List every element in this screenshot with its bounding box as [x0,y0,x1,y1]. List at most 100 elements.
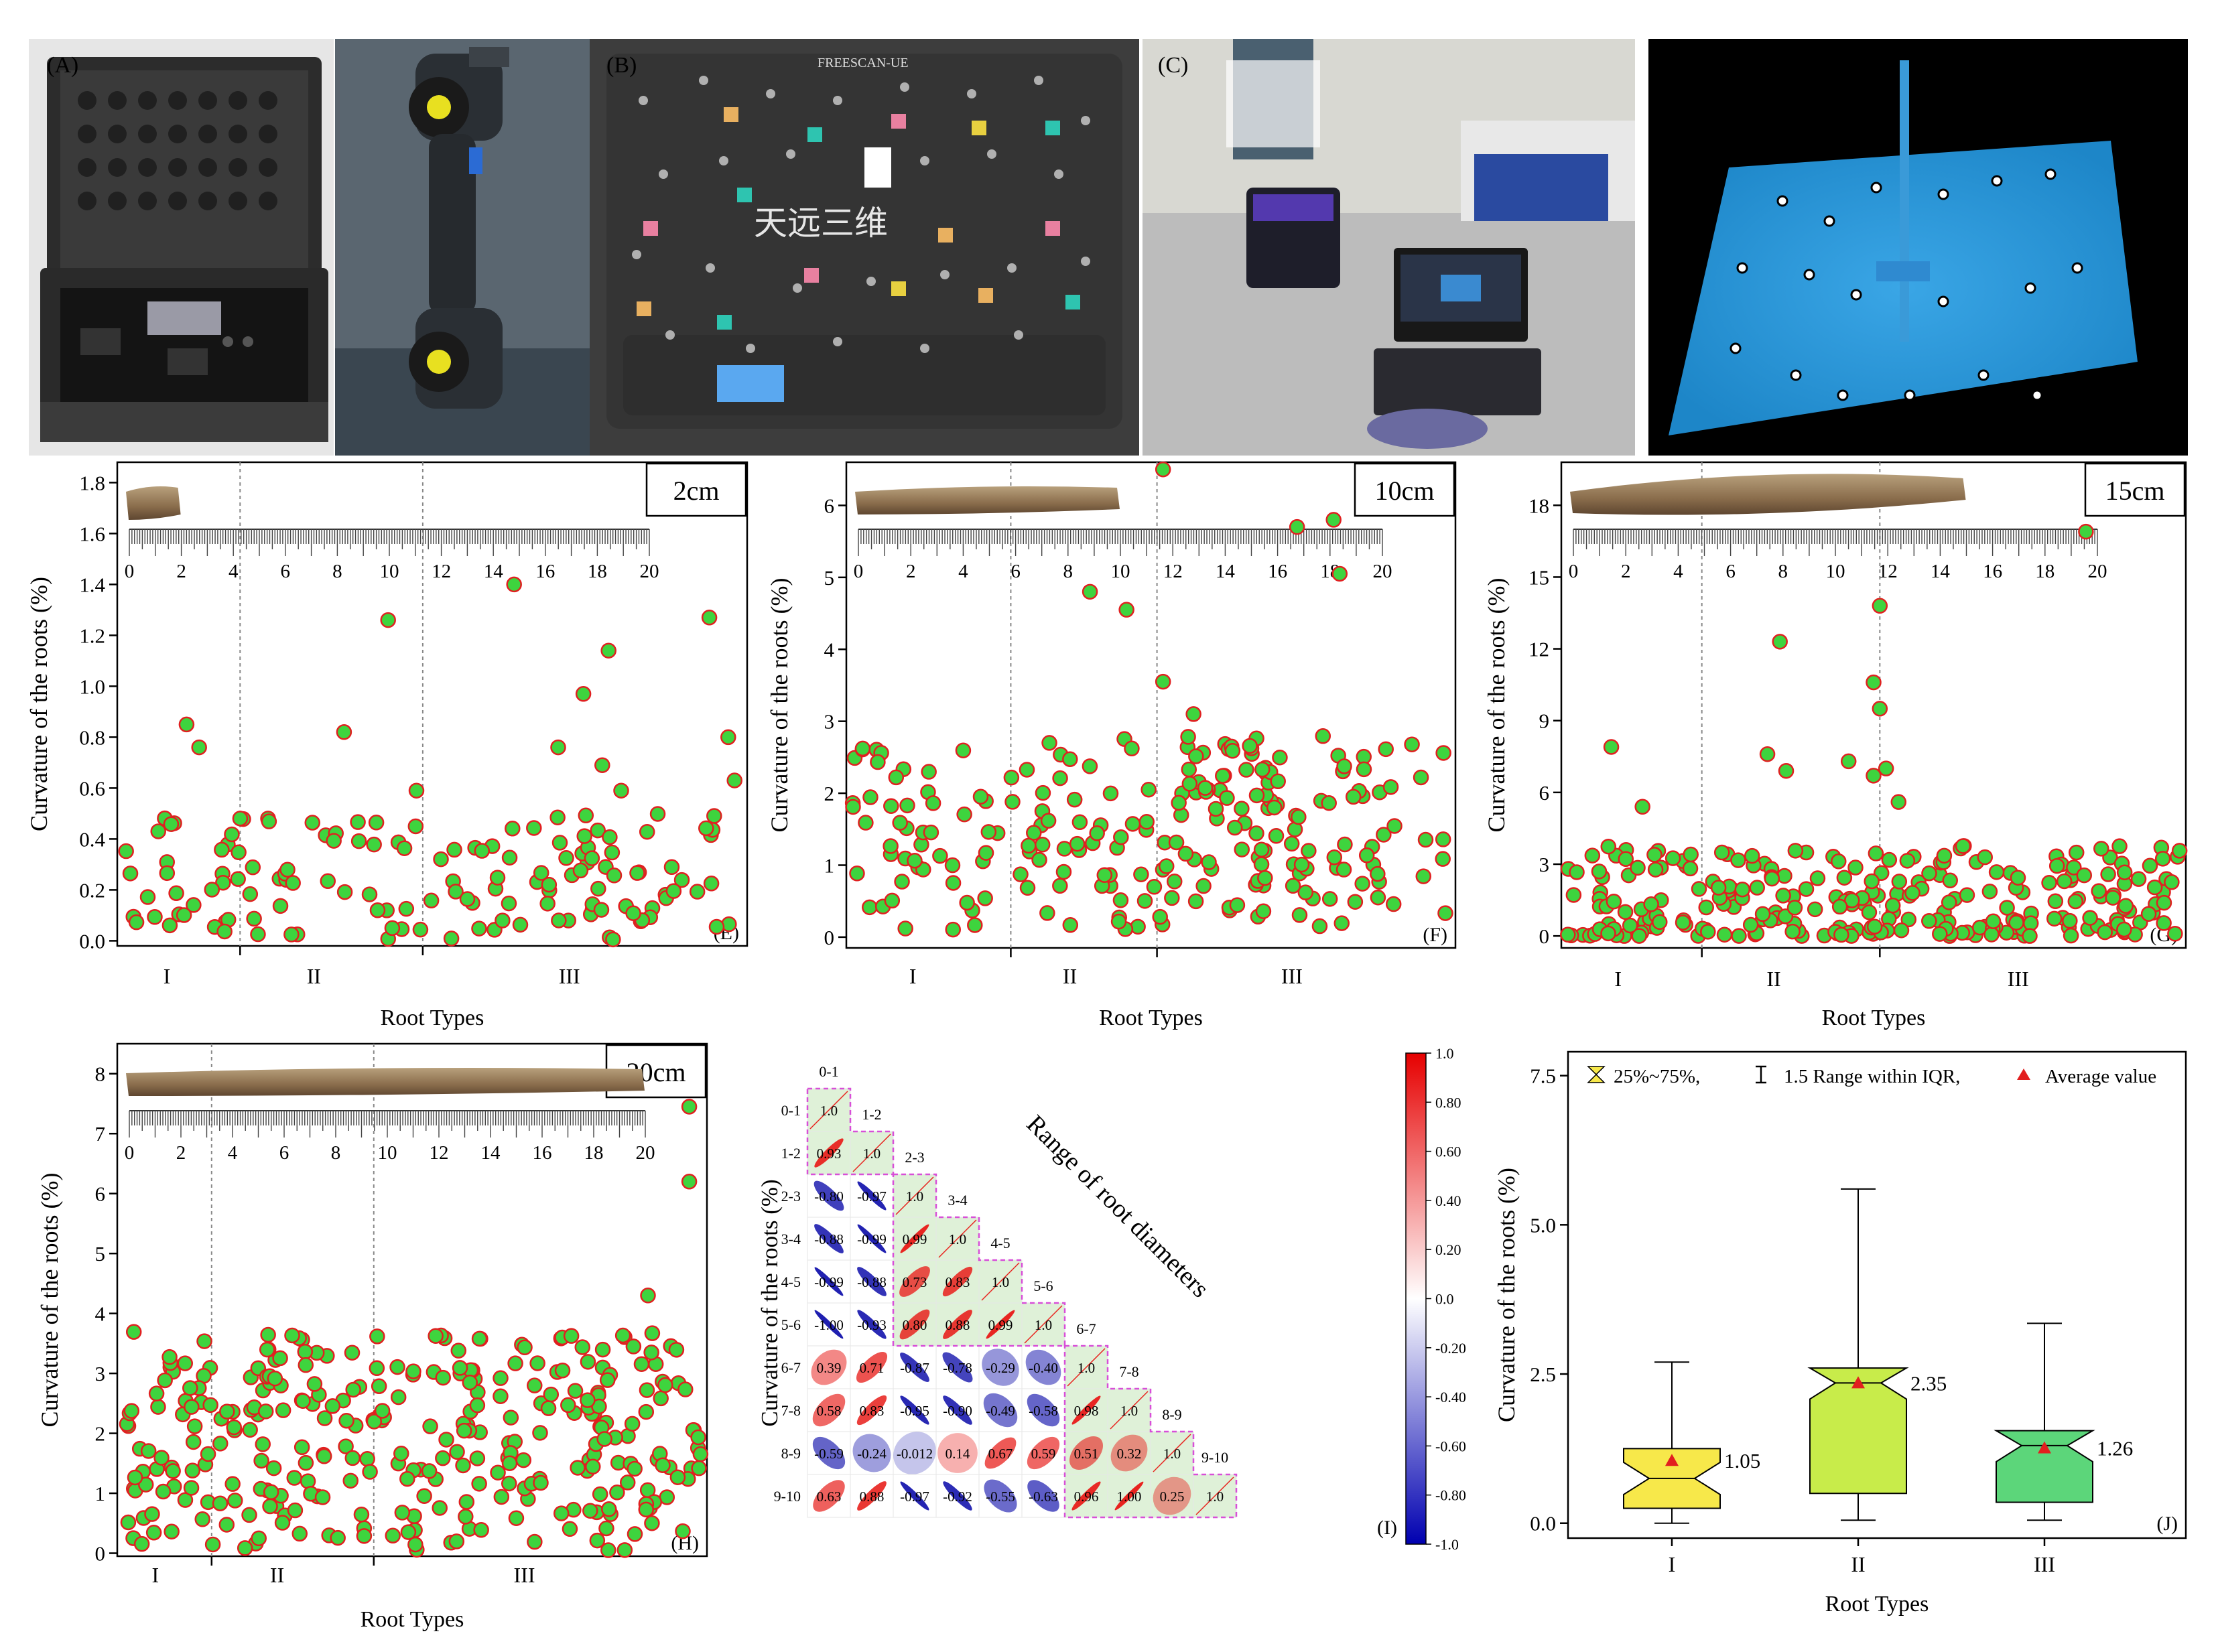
colorbar-tick-label: 0.80 [1435,1094,1461,1111]
scatter-point [980,824,997,840]
scatter-point [1435,831,1451,847]
scatter-point [1138,814,1155,830]
scatter-point [2082,910,2098,926]
photo-A-scanner [335,39,590,456]
scatter-point [955,742,972,758]
scatter-point [1983,926,2000,943]
scatter-point [532,1425,548,1441]
scatter-point [1749,880,1765,896]
scatter-point [1052,770,1068,786]
scatter-point [1617,904,1634,920]
scatter-point [185,1434,202,1450]
scatter-point [698,820,714,837]
scatter-point [1293,856,1310,873]
scatter-point [1831,898,1848,915]
scatter-point [1041,735,1057,751]
scatter-point [407,1536,423,1553]
scatter-point [1809,870,1826,886]
scatter-point [888,769,905,786]
scatter-point [122,866,139,882]
corr-ellipse [1153,1476,1191,1515]
scatter-point [458,1494,475,1510]
scatter-point [1021,837,1037,854]
scatter-point-outlier [701,610,718,626]
scatter-point [1056,841,1073,857]
scatter-point [267,1370,283,1387]
scatter-point [892,815,908,831]
scatter-point [314,1489,331,1505]
scatter-point [1062,917,1079,933]
scatter-point [551,912,567,928]
scatter-point [275,1402,291,1418]
scatter-point [1321,891,1338,907]
row-label: 3-4 [781,1231,801,1247]
scatter-point [601,1501,617,1517]
ruler-number: 10 [378,1142,397,1164]
scatter-point [932,847,948,864]
scatter-point [232,811,249,827]
corr-value: 0.14 [946,1446,970,1462]
box-panel-J: 0.0 2.5 5.0 7.5 Curvature of the roots (%) Ro… [1493,1050,2187,1616]
scatter-point [849,866,865,882]
scatter-point [2022,915,2039,931]
scatter-point [2008,914,2024,931]
diameter-label: 5-6 [1033,1278,1053,1294]
scatter-point [2066,859,2082,876]
length-label: 2cm [673,476,720,506]
scatter-point [1301,843,1317,859]
scatter-point [1315,728,1331,744]
scatter-point [884,892,901,909]
scatter-point [1335,862,1352,878]
scatter-point-outlier [1866,674,1882,691]
scatter-point [338,1413,354,1429]
scatter-point-outlier [1118,602,1134,618]
corr-value: 0.59 [1031,1446,1056,1462]
corr-ellipse [812,1436,846,1470]
scatter-point [1297,884,1314,900]
corr-value: 0.67 [988,1446,1013,1462]
y-tick-label: 7.5 [1530,1064,1556,1088]
scatter-point [361,886,378,902]
scatter-point [342,1472,359,1489]
scatter-point [1378,741,1394,758]
scatter-point [845,799,861,815]
scatter-point [261,813,277,829]
corr-value: 1.0 [992,1274,1009,1290]
scatter-point [1622,917,1638,934]
scatter-point [1140,781,1157,798]
scatter-point [1337,836,1353,853]
legend-mean-icon [2017,1069,2030,1080]
scatter-point [384,920,401,937]
scatter-point [1171,795,1187,811]
scatter-point [184,1399,200,1415]
scatter-point-outlier [2078,523,2094,540]
scatter-point [435,1369,451,1386]
corr-ellipse [900,1395,929,1425]
scatter-point [1893,922,1910,939]
scatter-point [1291,907,1308,923]
scatter-point [287,1502,304,1519]
scatter-point [150,823,166,839]
scatter-point [1285,878,1301,894]
scatter-point [385,1527,401,1544]
scatter-point [633,1356,650,1372]
scatter-point [1326,849,1343,866]
ruler-number: 14 [481,1142,501,1164]
scatter-point [576,828,592,844]
scatter-point [125,1324,142,1340]
scatter-point [551,835,568,851]
scatter-point [291,1525,308,1542]
legend-range: 1.5 Range within IQR, [1784,1066,1960,1087]
scatter-point [517,1339,533,1356]
highlight-outline [806,1087,895,1176]
y-axis-label: Curvature of the roots (%) [36,1173,63,1428]
scatter-point [1089,825,1105,841]
plot-frame [116,461,748,947]
corr-ellipse [943,1481,972,1511]
photo-label-A: (A) [47,53,78,78]
ruler-number: 20 [2088,561,2107,582]
scatter-point [433,851,449,868]
scatter-point [1565,887,1582,903]
scatter-point [2171,843,2188,859]
corr-value: -0.97 [900,1489,929,1505]
